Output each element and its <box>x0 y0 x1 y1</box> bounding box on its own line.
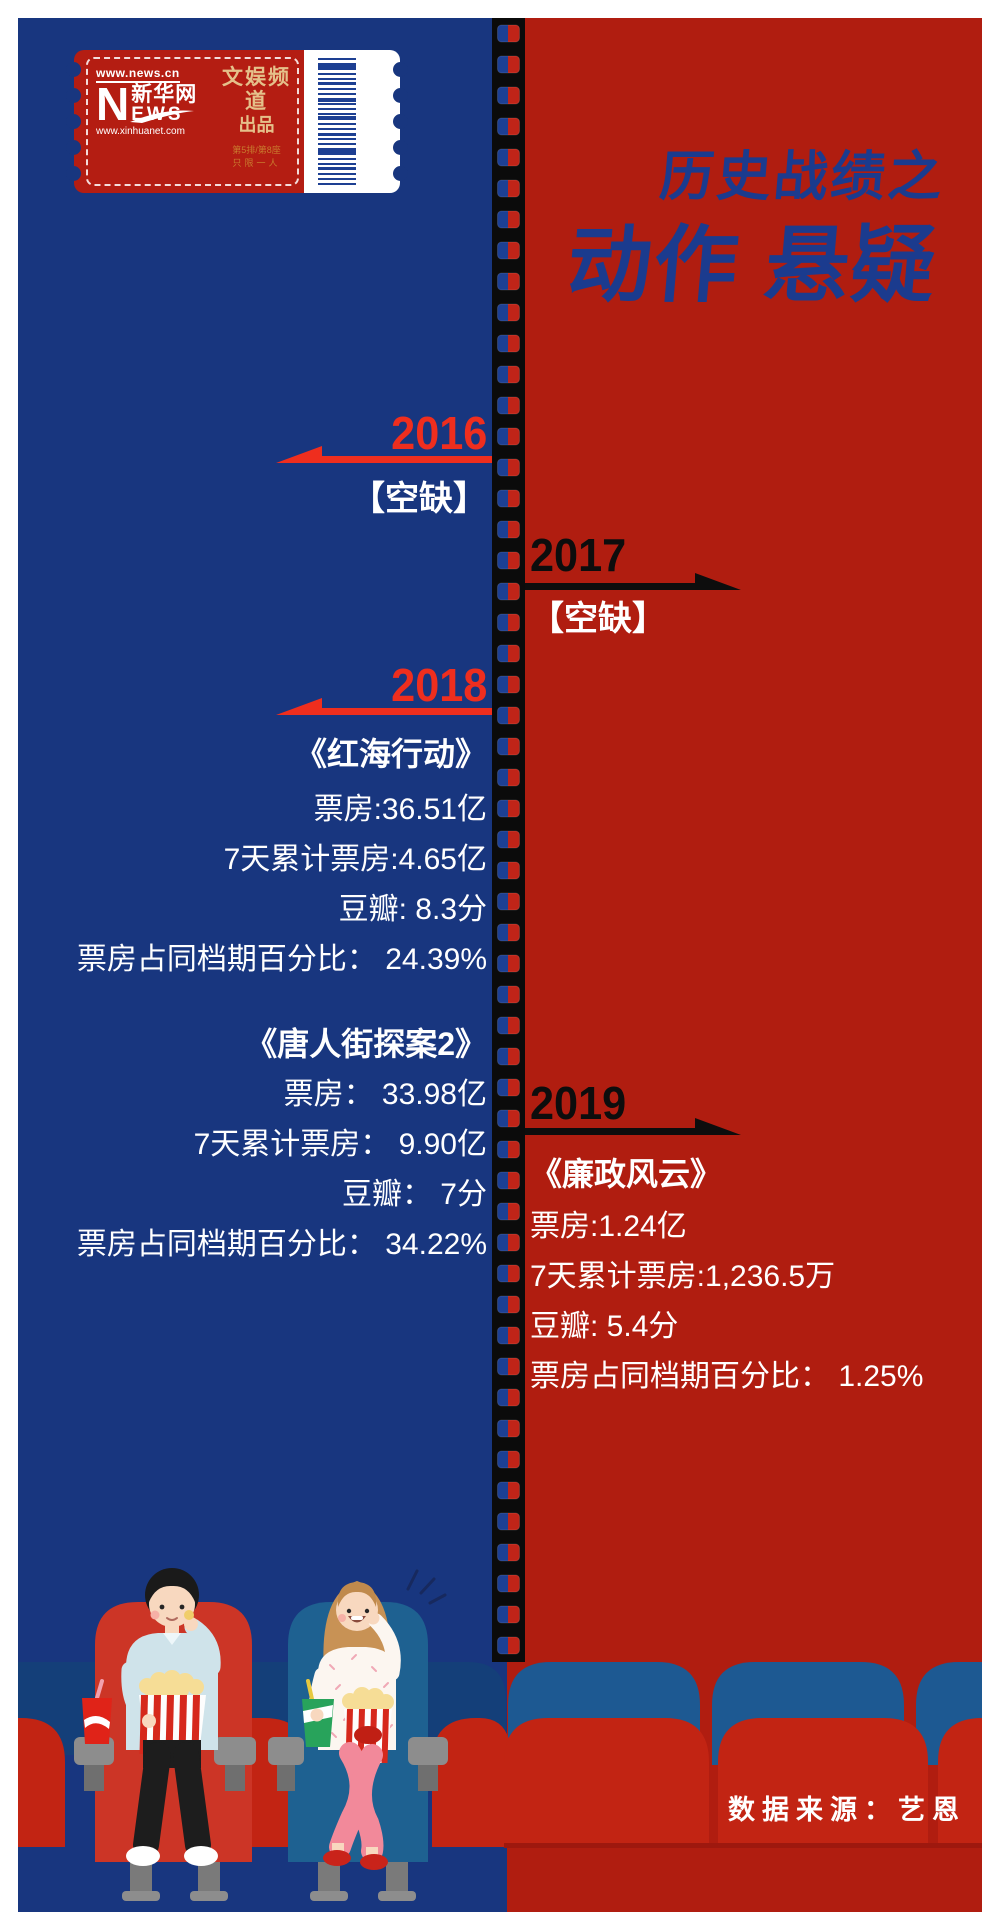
logo-swoosh-icon <box>130 110 194 123</box>
blue-background-panel <box>0 0 507 1930</box>
stat-share-percent: 票房占同档期百分比： 34.22% <box>76 1228 487 1261</box>
ticket-admit-one: 只限一人 <box>232 158 281 168</box>
ticket-notch <box>66 140 81 155</box>
poster-title: 历史战绩之 动作 悬疑 <box>563 147 948 312</box>
year-text: 2018 <box>390 659 487 711</box>
soda-cup <box>302 1679 334 1747</box>
stat-douban-score: 豆瓣： 7分 <box>341 1178 487 1211</box>
cinema-audience-illustration <box>0 1568 1000 1901</box>
page-border-top <box>0 0 1000 18</box>
ticket-notch <box>393 62 408 77</box>
ticket-notch <box>66 88 81 103</box>
timeline-arrow-left-icon <box>276 446 492 463</box>
ticket-notch <box>393 140 408 155</box>
stat-7day-box-office: 7天累计票房： 9.90亿 <box>193 1128 487 1161</box>
xinhua-logo-block: www.news.cn N 新华网 EWS www.xinhuanet.com <box>88 59 216 184</box>
vacant-2016: 【空缺】 <box>351 480 487 518</box>
ticket-seat-info: 第5排/第8座 <box>232 145 281 155</box>
vacant-2017: 【空缺】 <box>530 600 666 638</box>
ticket-notch <box>393 114 408 129</box>
channel-block: 文娱频道 出品 第5排/第8座 只限一人 <box>216 59 297 184</box>
stat-box-office: 票房： 33.98亿 <box>283 1078 487 1111</box>
year-text: 2017 <box>530 529 627 581</box>
title-line1: 历史战绩之 <box>656 147 948 207</box>
xinhua-news-logo: N 新华网 EWS <box>96 78 214 130</box>
stat-box-office: 票房:1.24亿 <box>530 1210 687 1243</box>
data-source-credit: 数据来源：艺恩 <box>728 1795 966 1825</box>
xinhuanet-url: www.xinhuanet.com <box>96 126 185 137</box>
page-border-bottom <box>0 1912 1000 1930</box>
stat-7day-box-office: 7天累计票房:4.65亿 <box>223 843 487 876</box>
page-border-right <box>982 0 1000 1930</box>
cola-cup <box>82 1679 112 1744</box>
red-background-panel <box>507 0 1000 1930</box>
produced-by: 出品 <box>238 115 275 135</box>
timeline-arrow-left-icon <box>276 698 492 715</box>
ticket-notch <box>66 62 81 77</box>
stat-7day-box-office: 7天累计票房:1,236.5万 <box>530 1260 836 1293</box>
front-seat-row <box>0 1718 1000 1847</box>
title-line2: 动作 悬疑 <box>563 218 941 312</box>
year-2017-label: 2017 <box>530 532 632 578</box>
movie-title: 《红海行动》 <box>294 736 487 772</box>
ticket-notch <box>66 114 81 129</box>
page-border-left <box>0 0 18 1930</box>
excitement-sparkle-icon <box>406 1569 447 1605</box>
stat-box-office: 票房:36.51亿 <box>313 793 487 826</box>
timeline-arrow-right-icon <box>525 573 741 590</box>
ticket-red-part: www.news.cn N 新华网 EWS www.xinhuanet.com <box>66 50 304 193</box>
ticket-dashed-border: www.news.cn N 新华网 EWS www.xinhuanet.com <box>86 57 299 186</box>
man-moviegoer <box>121 1568 221 1866</box>
ticket-barcode-stub <box>304 50 408 193</box>
film-strip-divider-icon <box>492 18 525 1662</box>
year-2019-label: 2019 <box>530 1080 632 1126</box>
year-text: 2019 <box>530 1077 627 1129</box>
movie-title: 《廉政风云》 <box>530 1156 723 1192</box>
year-2016-label: 2016 <box>385 410 487 456</box>
logo-n-letter: N <box>96 78 130 130</box>
timeline-arrow-right-icon <box>525 1118 741 1135</box>
stat-share-percent: 票房占同档期百分比： 1.25% <box>530 1360 924 1393</box>
woman-moviegoer <box>302 1569 447 1870</box>
ticket-notch <box>393 166 408 181</box>
year-text: 2016 <box>390 407 487 459</box>
ticket-notch <box>66 166 81 181</box>
xinhua-ticket-logo: www.news.cn N 新华网 EWS www.xinhuanet.com <box>66 50 408 193</box>
popcorn-bucket <box>139 1670 206 1754</box>
stat-douban-score: 豆瓣: 5.4分 <box>530 1310 679 1343</box>
year-2018-label: 2018 <box>385 662 487 708</box>
movie-title: 《唐人街探案2》 <box>245 1026 487 1062</box>
stat-douban-score: 豆瓣: 8.3分 <box>338 893 487 926</box>
ticket-notch <box>393 88 408 103</box>
channel-name: 文娱频道 <box>222 66 291 113</box>
barcode <box>318 58 356 185</box>
logo-chinese-name: 新华网 <box>131 83 198 106</box>
stat-share-percent: 票房占同档期百分比： 24.39% <box>76 943 487 976</box>
news-url: www.news.cn <box>96 66 180 83</box>
seat-row-shadow <box>504 1843 1000 1848</box>
